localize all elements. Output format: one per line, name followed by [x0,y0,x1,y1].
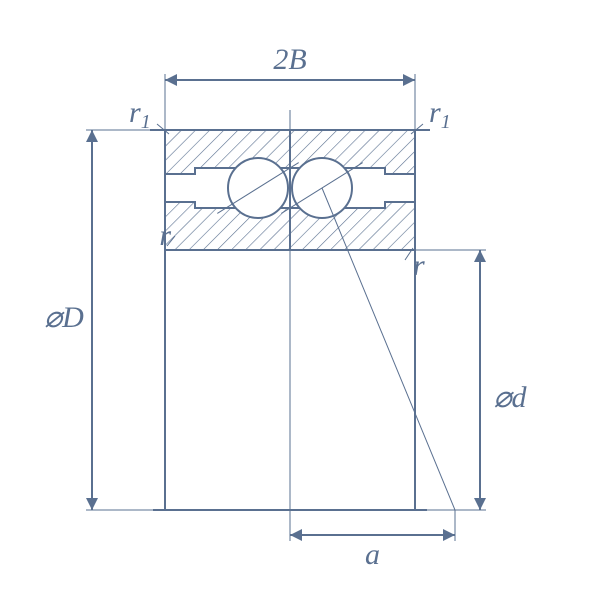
svg-text:a: a [365,538,380,571]
svg-text:r1: r1 [129,96,151,133]
svg-text:⌀D: ⌀D [44,301,84,334]
svg-text:⌀d: ⌀d [493,381,527,414]
svg-text:r: r [413,249,425,282]
bearing-diagram: 2B⌀D⌀dar1r1rr [0,0,600,600]
svg-text:r1: r1 [429,96,451,133]
svg-text:2B: 2B [273,43,306,76]
